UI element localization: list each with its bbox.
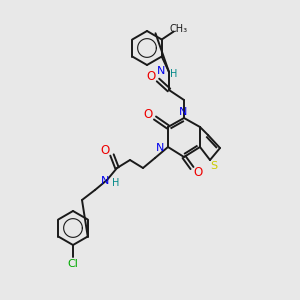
Text: N: N xyxy=(156,143,164,153)
Text: N: N xyxy=(179,107,187,117)
Text: N: N xyxy=(157,66,165,76)
Text: O: O xyxy=(194,167,202,179)
Text: H: H xyxy=(170,69,178,79)
Text: O: O xyxy=(100,145,109,158)
Text: Cl: Cl xyxy=(68,259,78,269)
Text: S: S xyxy=(210,161,218,171)
Text: O: O xyxy=(146,70,156,83)
Text: CH₃: CH₃ xyxy=(170,23,188,34)
Text: O: O xyxy=(143,107,153,121)
Text: H: H xyxy=(112,178,120,188)
Text: N: N xyxy=(101,176,109,186)
